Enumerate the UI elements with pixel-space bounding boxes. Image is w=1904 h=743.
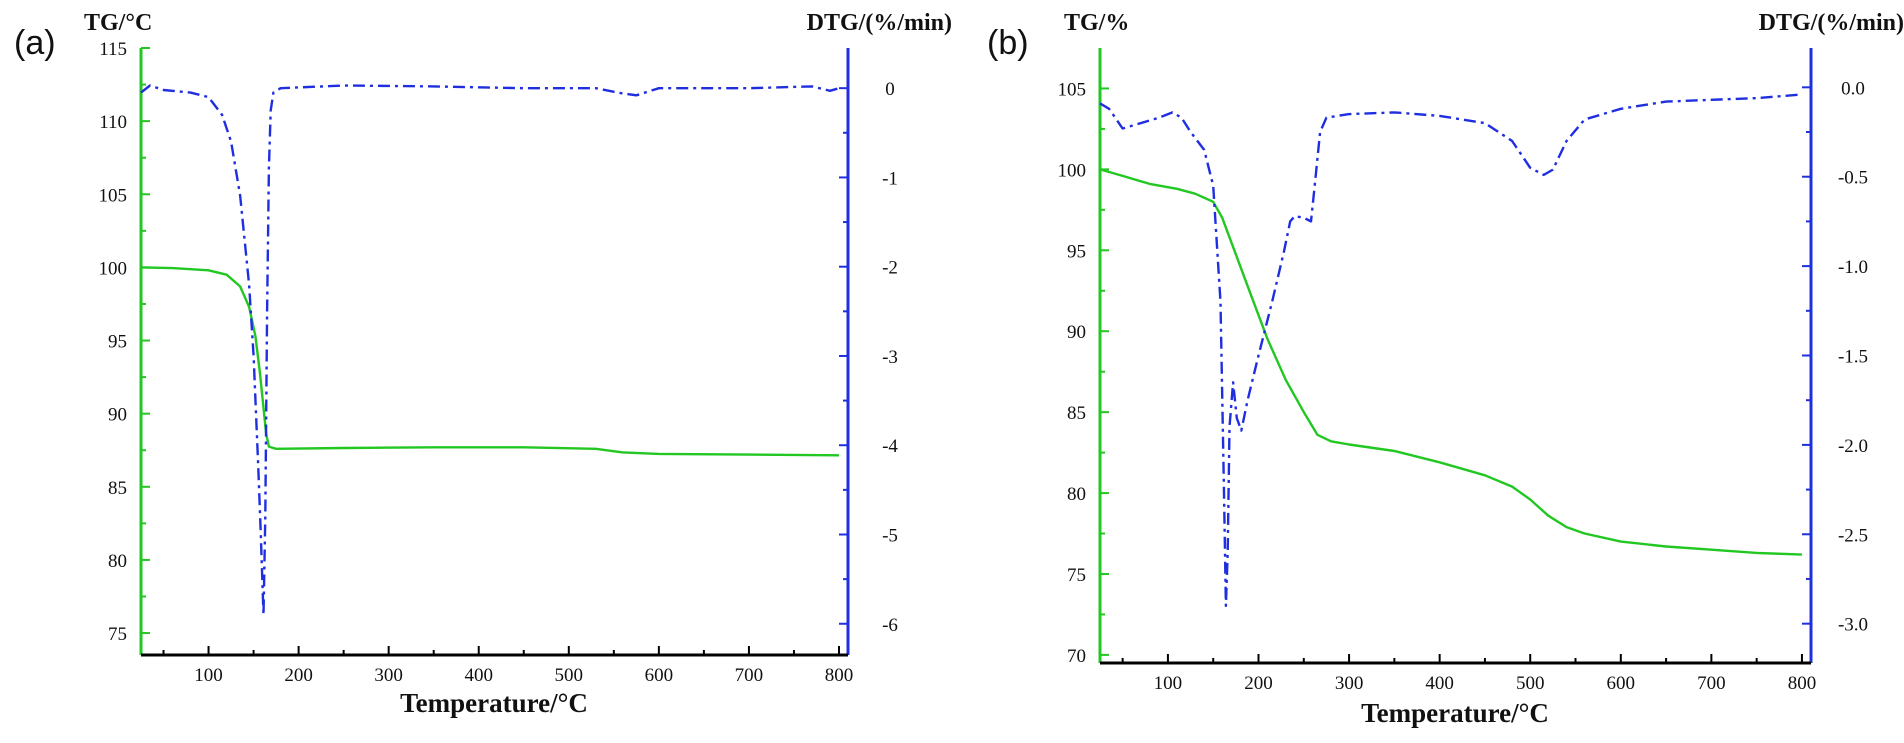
x-tick-label: 200 xyxy=(284,665,313,686)
y-left-tick-label: 105 xyxy=(1058,79,1087,100)
chart-panel-b: (b) TG/% DTG/(%/min) Temperature/°C 100 200 30… xyxy=(987,10,1904,728)
y-left-tick-label: 95 xyxy=(108,332,127,353)
dtg-series-line xyxy=(1099,93,1802,607)
x-tick-label: 500 xyxy=(555,665,584,686)
x-tick-label: 300 xyxy=(374,665,403,686)
y-right-tick-label: -0.5 xyxy=(1838,168,1868,189)
y-left-tick-label: 105 xyxy=(99,185,128,206)
x-tick-label: 200 xyxy=(1244,673,1273,694)
y-left-tick-label: 95 xyxy=(1067,241,1086,262)
y-left-tick-label: 85 xyxy=(1067,403,1086,424)
x-tick-label: 500 xyxy=(1516,673,1545,694)
x-tick-label: 400 xyxy=(464,665,493,686)
y-right-tick-label: -1.5 xyxy=(1838,347,1868,368)
y-left-tick-label: 75 xyxy=(1067,565,1086,586)
y-left-tick-label: 85 xyxy=(108,478,127,499)
x-tick-label: 600 xyxy=(1607,673,1636,694)
y-right-tick-label: -2.5 xyxy=(1838,525,1868,546)
x-tick-label: 100 xyxy=(1154,673,1183,694)
y-right-tick-label: -2.0 xyxy=(1838,436,1868,457)
y-right-axis-title: DTG/(%/min) xyxy=(1759,10,1904,36)
y-left-axis-title: TG/°C xyxy=(84,10,152,36)
y-left-tick-label: 100 xyxy=(1058,160,1087,181)
y-left-tick-label: 115 xyxy=(99,39,127,60)
tg-series-line xyxy=(140,266,840,457)
y-right-tick-label: -3.0 xyxy=(1838,615,1868,636)
x-tick-label: 800 xyxy=(825,665,854,686)
y-right-tick-label: -3 xyxy=(882,347,898,368)
y-right-tick-label: 0 xyxy=(885,79,895,100)
x-tick-label: 700 xyxy=(1697,673,1726,694)
x-tick-label: 700 xyxy=(735,665,764,686)
x-tick-label: 100 xyxy=(194,665,223,686)
y-right-tick-label: -2 xyxy=(882,258,898,279)
y-right-axis-title: DTG/(%/min) xyxy=(807,10,952,36)
y-right-tick-label: -4 xyxy=(882,436,898,457)
y-right-tick-label: -5 xyxy=(882,525,898,546)
tg-series-line xyxy=(1099,168,1802,556)
y-right-tick-label: -1.0 xyxy=(1838,257,1868,278)
y-left-tick-label: 90 xyxy=(108,405,127,426)
x-tick-label: 800 xyxy=(1788,673,1817,694)
panel-label: (b) xyxy=(987,24,1029,62)
y-right-tick-label: -6 xyxy=(882,615,898,636)
panel-label: (a) xyxy=(14,24,56,62)
x-axis-title: Temperature/°C xyxy=(1361,698,1549,728)
dtg-series-line xyxy=(140,84,840,616)
y-left-tick-label: 70 xyxy=(1067,646,1086,667)
y-left-tick-label: 80 xyxy=(108,551,127,572)
x-tick-label: 600 xyxy=(645,665,674,686)
y-left-tick-label: 100 xyxy=(99,258,128,279)
y-left-tick-label: 75 xyxy=(108,624,127,645)
x-tick-label: 400 xyxy=(1425,673,1454,694)
x-tick-label: 300 xyxy=(1335,673,1364,694)
y-left-axis-title: TG/% xyxy=(1064,10,1129,36)
y-left-tick-label: 80 xyxy=(1067,484,1086,505)
y-right-tick-label: -1 xyxy=(882,168,898,189)
x-axis-title: Temperature/°C xyxy=(400,688,588,718)
chart-panel-a: (a) TG/°C DTG/(%/min) Temperature/°C 100 200 3… xyxy=(14,10,952,718)
y-left-tick-label: 90 xyxy=(1067,322,1086,343)
y-right-tick-label: 0.0 xyxy=(1841,78,1865,99)
y-left-tick-label: 110 xyxy=(99,112,127,133)
